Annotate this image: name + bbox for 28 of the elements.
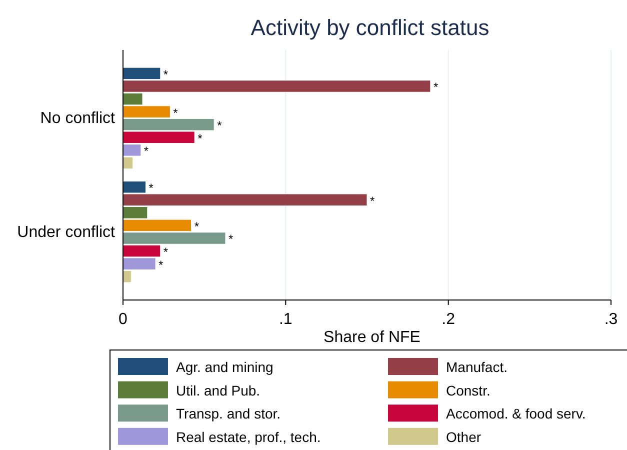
x-tick-label: .1: [278, 311, 292, 328]
y-tick-label: No conflict: [40, 110, 116, 128]
data-label: *: [163, 67, 168, 82]
legend-label: Accomod. & food serv.: [446, 406, 586, 422]
data-label: *: [148, 181, 154, 196]
data-label: *: [144, 144, 149, 158]
data-label: *: [194, 219, 200, 234]
legend-label: Transp. and stor.: [176, 406, 281, 422]
data-label: *: [433, 80, 438, 94]
data-label: *: [370, 194, 375, 208]
legend-label: Constr.: [446, 382, 490, 398]
y-tick-label: Under conflict: [17, 224, 116, 241]
x-tick-label: .2: [442, 311, 456, 328]
data-label: *: [217, 118, 222, 133]
data-label: *: [158, 258, 164, 272]
legend-label: Manufact.: [446, 359, 508, 375]
legend-label: Util. and Pub.: [176, 382, 260, 398]
data-label: *: [228, 232, 234, 246]
chart-title: Activity by conflict status: [250, 15, 490, 40]
x-tick-label: 0: [118, 311, 128, 328]
legend-label: Agr. and mining: [176, 359, 274, 375]
legend-label: Other: [446, 428, 482, 445]
x-axis-title: Share of NFE: [324, 329, 420, 346]
data-label: *: [163, 244, 168, 259]
x-tick-label: .3: [604, 311, 618, 328]
data-label: *: [173, 106, 178, 120]
legend-label: Real estate, prof., tech.: [176, 428, 321, 445]
data-label: *: [198, 131, 203, 146]
